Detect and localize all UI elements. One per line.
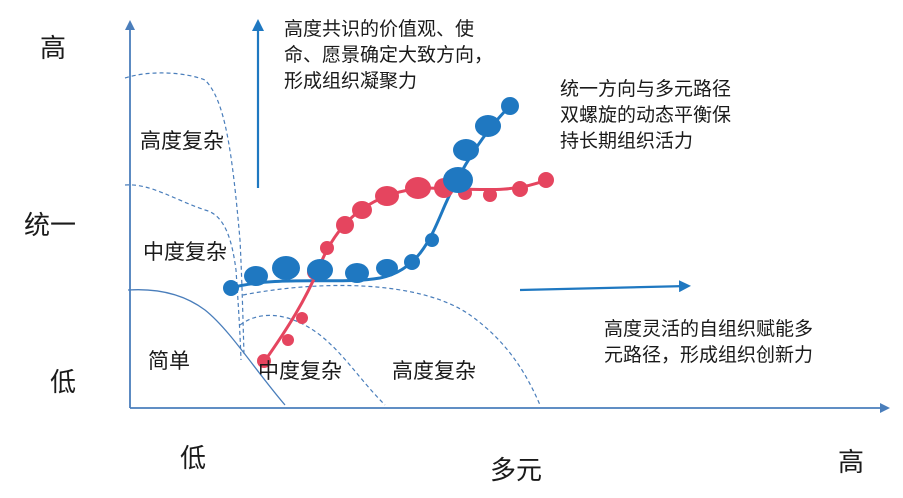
red-node (352, 201, 372, 219)
red-node (375, 186, 399, 206)
x-axis-high-label: 高 (838, 448, 865, 478)
blue-node (345, 263, 369, 283)
blue-node (501, 97, 519, 115)
red-helix-line (262, 178, 547, 363)
red-node (296, 312, 308, 324)
simple-boundary (127, 289, 286, 406)
blue-node (244, 266, 268, 286)
red-node (257, 354, 271, 368)
blue-node (307, 259, 333, 281)
upper-mid-complex-boundary (124, 184, 242, 361)
region-simple: 简单 (148, 349, 190, 373)
lower-mid-complex-boundary (239, 314, 386, 406)
x-axis-title: 多元 (490, 456, 543, 486)
region-upper-mid-complex: 中度复杂 (143, 240, 227, 264)
blue-helix-nodes (223, 97, 519, 296)
upper-high-complex-boundary (124, 72, 245, 356)
red-node (483, 188, 497, 202)
blue-node (443, 167, 473, 193)
y-axis-title: 统一 (24, 211, 77, 241)
red-helix-nodes (257, 172, 554, 368)
blue-node (272, 256, 300, 280)
blue-node (425, 233, 439, 247)
lower-high-complex-boundary (242, 284, 541, 406)
y-axis-low-label: 低 (50, 368, 77, 398)
red-node (405, 177, 431, 199)
helix-note: 统一方向与多元路径 双螺旋的动态平衡保 持长期组织活力 (560, 78, 732, 152)
red-node (336, 216, 354, 234)
region-lower-high-complex: 高度复杂 (392, 359, 476, 383)
blue-node (376, 259, 398, 277)
blue-node (223, 280, 239, 296)
unity-note: 高度共识的价值观、使 命、愿景确定大致方向， 形成组织凝聚力 (284, 18, 494, 92)
region-upper-high-complex: 高度复杂 (140, 129, 224, 153)
region-lower-mid-complex: 中度复杂 (258, 359, 342, 383)
x-axis-low-label: 低 (180, 444, 207, 474)
red-node (512, 181, 528, 197)
diversity-arrow (519, 280, 691, 293)
blue-node (404, 254, 420, 270)
blue-node (475, 115, 501, 137)
diversity-note: 高度灵活的自组织赋能多 元路径，形成组织创新力 (604, 318, 814, 366)
red-node (282, 334, 294, 346)
y-axis-high-label: 高 (40, 34, 67, 64)
red-node (320, 241, 334, 255)
red-node (538, 172, 554, 188)
blue-node (453, 139, 479, 161)
